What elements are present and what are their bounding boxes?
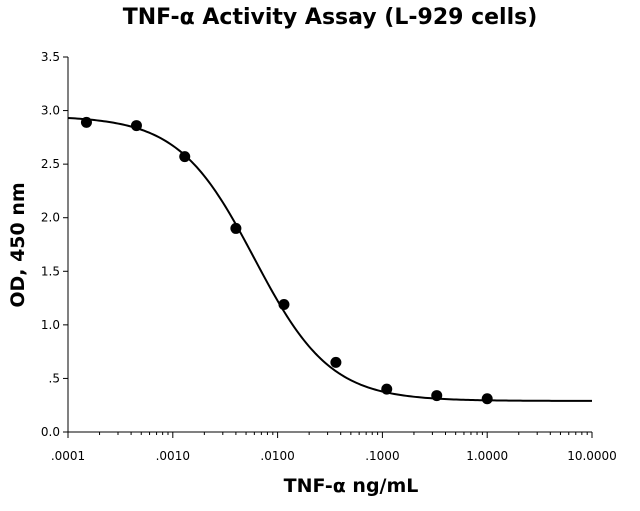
y-tick-label: .5 [49,371,60,385]
x-ticks: .0001 .0010 .0100 .1000 1.0000 10.0000 [51,432,617,463]
y-axis-label: OD, 450 nm [7,182,29,307]
data-point [481,393,493,405]
y-tick-label: 3.0 [41,104,60,118]
x-tick-label: .1000 [365,449,399,463]
y-tick-label: 0.0 [41,425,60,439]
data-point [381,383,393,395]
y-tick-label: 1.5 [41,264,60,278]
x-tick-label: .0100 [260,449,294,463]
y-tick-label: 3.5 [41,50,60,64]
x-axis-label: TNF-α ng/mL [284,475,419,497]
x-tick-label: 1.0000 [466,449,508,463]
x-tick-label: .0010 [156,449,190,463]
x-tick-label: .0001 [51,449,85,463]
fit-curve [67,117,592,402]
y-tick-label: 1.0 [41,318,60,332]
data-point [130,120,142,132]
data-point [431,390,443,402]
data-point [278,299,290,310]
data-points [80,116,493,405]
data-point [330,356,342,368]
y-tick-label: 2.5 [41,157,60,171]
y-ticks: 0.0 .5 1.0 1.5 2.0 2.5 3.0 3.5 [41,50,68,439]
chart-title: TNF-α Activity Assay (L-929 cells) [123,5,538,30]
data-point [80,116,92,128]
x-tick-label: 10.0000 [567,449,617,463]
data-point [179,151,191,163]
y-tick-label: 2.0 [41,211,60,225]
data-point [230,222,242,234]
